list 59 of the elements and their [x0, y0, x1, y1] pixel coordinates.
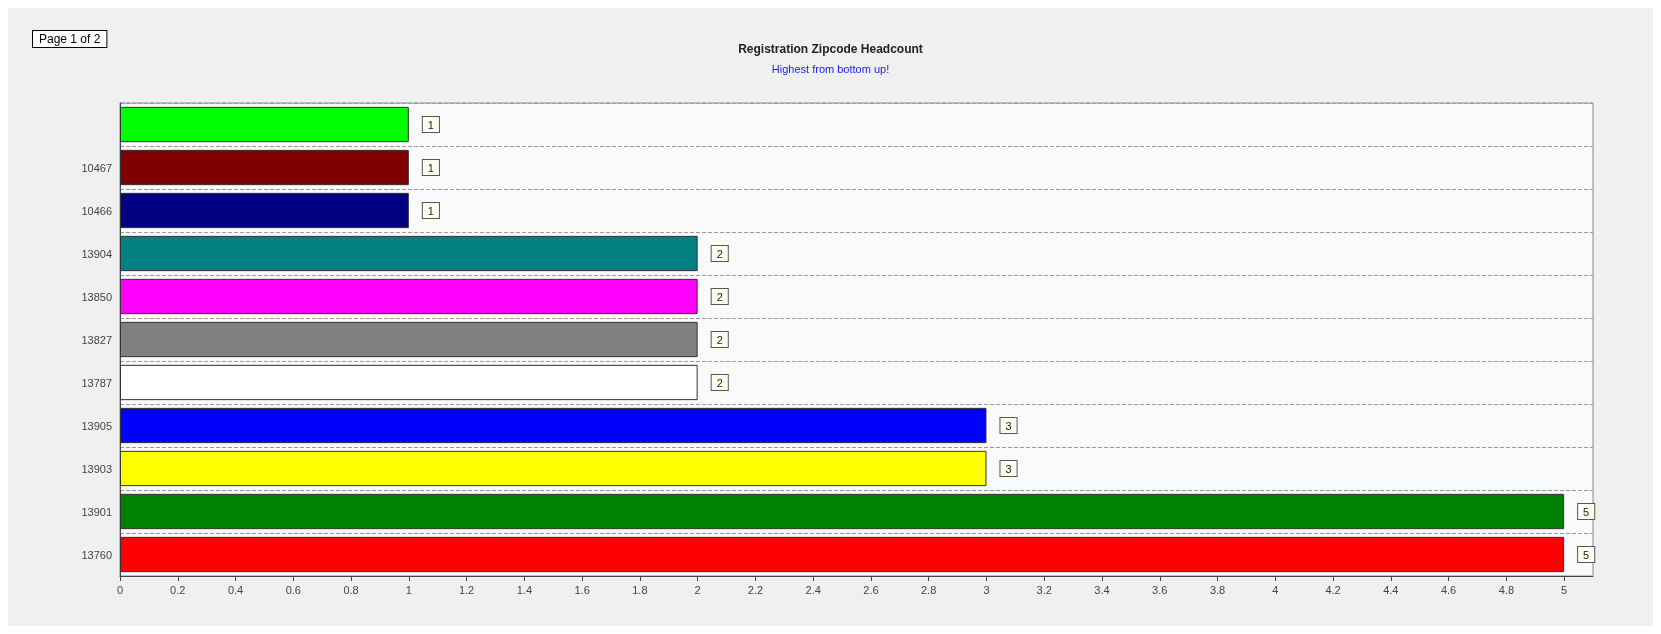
- x-tick-label: 0: [116, 583, 124, 596]
- data-label: 3: [1005, 419, 1012, 432]
- x-tick-label: 4.8: [1498, 583, 1514, 596]
- data-label: 1: [427, 161, 434, 174]
- x-tick-label: 1: [405, 583, 412, 596]
- data-label: 2: [716, 376, 723, 389]
- data-label: 1: [427, 204, 434, 217]
- bar: [120, 278, 698, 315]
- y-tick-label: 13901: [81, 505, 112, 518]
- data-label: 2: [716, 247, 723, 260]
- y-tick-label: 13850: [81, 290, 112, 303]
- data-label: 5: [1583, 505, 1590, 518]
- y-tick-label: 10466: [81, 204, 112, 217]
- bar: [120, 536, 1565, 573]
- x-tick-label: 2.4: [805, 583, 821, 596]
- chart-subtitle: Highest from bottom up!: [771, 62, 890, 75]
- x-tick-label: 3.2: [1036, 583, 1052, 596]
- x-tick-label: 1.6: [574, 583, 590, 596]
- x-tick-label: 1.2: [458, 583, 475, 596]
- bar: [120, 235, 698, 272]
- x-tick-label: 0.2: [170, 583, 186, 596]
- x-tick-label: 4.6: [1440, 583, 1457, 596]
- bar: [120, 407, 987, 444]
- bar: [120, 493, 1565, 530]
- x-tick-label: 2: [694, 583, 701, 596]
- x-tick-label: 2.8: [921, 583, 937, 596]
- bar: [120, 149, 409, 186]
- data-label: 2: [716, 290, 723, 303]
- x-tick-label: 0.6: [285, 583, 301, 596]
- y-tick-label: 13904: [81, 247, 112, 260]
- bar: [120, 106, 409, 143]
- x-tick-label: 4.4: [1383, 583, 1399, 596]
- x-tick-label: 2.6: [863, 583, 879, 596]
- x-tick-label: 2.2: [747, 583, 764, 596]
- data-label: 3: [1005, 462, 1012, 475]
- y-tick-label: 13903: [81, 462, 112, 475]
- y-tick-label: 10467: [81, 161, 112, 174]
- x-tick-label: 3.8: [1209, 583, 1226, 596]
- text: Page 1 of 2: [39, 32, 101, 46]
- bar: [120, 450, 987, 487]
- x-tick-label: 1.4: [516, 583, 532, 596]
- x-tick-label: 5: [1561, 583, 1568, 596]
- x-tick-label: 3: [983, 583, 990, 596]
- data-label: 1: [427, 118, 434, 131]
- data-label: 2: [716, 333, 723, 346]
- x-tick-label: 0.8: [343, 583, 359, 596]
- data-label: 5: [1583, 548, 1590, 561]
- bar: [120, 192, 409, 229]
- y-tick-label: 13905: [81, 419, 112, 432]
- y-tick-label: 13787: [81, 376, 112, 389]
- y-tick-label: 13827: [81, 333, 112, 346]
- y-tick-label: 13760: [81, 548, 112, 561]
- chart-title: Registration Zipcode Headcount: [738, 42, 923, 56]
- x-tick-label: 1.8: [632, 583, 648, 596]
- x-tick-label: 3.4: [1094, 583, 1110, 596]
- x-tick-label: 3.6: [1152, 583, 1168, 596]
- x-tick-label: 4.2: [1325, 583, 1341, 596]
- x-tick-label: 4: [1272, 583, 1279, 596]
- x-tick-label: 0.4: [227, 583, 244, 596]
